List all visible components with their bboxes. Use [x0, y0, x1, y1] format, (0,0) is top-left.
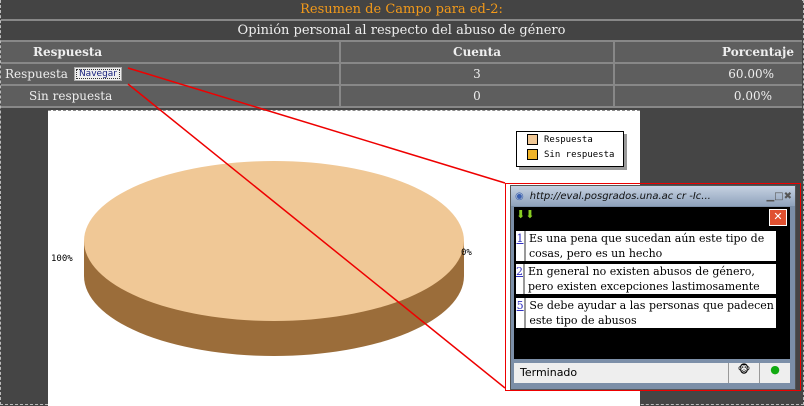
browser-globe-icon: ◉	[515, 190, 524, 202]
row-count: 3	[341, 64, 615, 84]
close-icon[interactable]: ✕	[769, 209, 787, 226]
window-controls-icon[interactable]: ▁□✖	[766, 190, 792, 202]
table-header: Respuesta Cuenta Porcentaje	[1, 42, 802, 64]
check-icon: ●	[759, 363, 790, 383]
row-label: Respuesta Navegar	[1, 64, 341, 84]
question-title: Opinión personal al respecto del abuso d…	[1, 21, 802, 42]
pie-label-respuesta: 100%	[51, 254, 73, 264]
legend-swatch	[527, 149, 538, 160]
status-bar: Terminado 🐵 ●	[514, 363, 790, 383]
header-porcentaje: Porcentaje	[722, 45, 794, 59]
status-text: Terminado	[520, 366, 578, 379]
list-item: 2 En general no existen abusos de género,…	[516, 264, 776, 294]
row-label-text: Respuesta	[5, 67, 68, 81]
table-row: Sin respuesta 0 0.00%	[1, 86, 802, 108]
legend-label: Sin respuesta	[544, 149, 615, 160]
row-count: 0	[341, 86, 615, 106]
table-row: Respuesta Navegar 3 60.00%	[1, 64, 802, 86]
page-title: Resumen de Campo para ed-2:	[1, 0, 802, 21]
item-link[interactable]: 2	[516, 264, 525, 294]
pie-slice-respuesta	[84, 161, 464, 321]
item-text: Se debe ayudar a las personas que padece…	[529, 299, 774, 327]
row-label: Sin respuesta	[1, 86, 341, 106]
row-percent: 0.00%	[733, 89, 772, 103]
header-cuenta: Cuenta	[341, 42, 615, 62]
item-text: En general no existen abusos de género, …	[528, 265, 760, 293]
list-item: 1 Es una pena que sucedan aún este tipo d…	[516, 231, 776, 261]
row-percent: 60.00%	[728, 67, 774, 81]
header-respuesta: Respuesta	[1, 42, 341, 62]
popup-titlebar[interactable]: ◉ http://eval.posgrados.una.ac cr -Ic...…	[511, 186, 795, 206]
chart-legend: Respuesta Sin respuesta	[516, 131, 624, 167]
navegar-button[interactable]: Navegar	[73, 67, 122, 81]
arrow-down-icon[interactable]: ⬇⬇	[516, 208, 535, 221]
item-link[interactable]: 5	[516, 298, 527, 328]
pie-label-sin-respuesta: 0%	[461, 248, 472, 258]
legend-swatch	[527, 134, 538, 145]
monkey-icon: 🐵	[728, 363, 759, 383]
item-text: Es una pena que sucedan aún este tipo de…	[528, 232, 765, 260]
item-link[interactable]: 1	[516, 231, 526, 261]
popup-frame: ◉ http://eval.posgrados.una.ac cr -Ic...…	[505, 183, 801, 391]
legend-item: Respuesta	[517, 132, 623, 147]
popup-title: http://eval.posgrados.una.ac cr -Ic...	[529, 190, 711, 202]
popup-window[interactable]: ◉ http://eval.posgrados.una.ac cr -Ic...…	[510, 185, 796, 390]
popup-content: ⬇⬇ ✕ 1 Es una pena que sucedan aún este t…	[514, 207, 790, 359]
legend-label: Respuesta	[544, 134, 593, 145]
list-item: 5 Se debe ayudar a las personas que padec…	[516, 298, 776, 328]
legend-item: Sin respuesta	[517, 147, 623, 162]
